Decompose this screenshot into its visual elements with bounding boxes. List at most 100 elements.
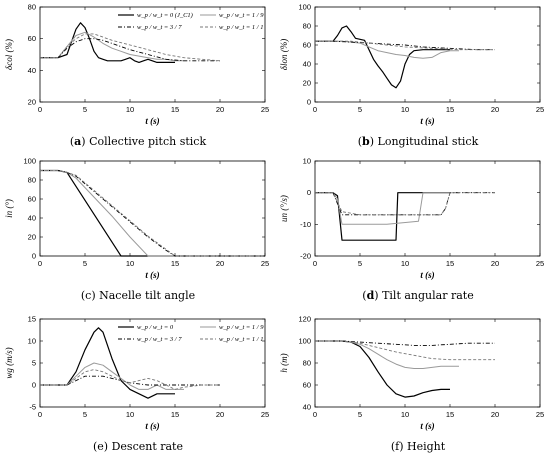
series-line-solid [40, 169, 265, 257]
x-tick-label: 25 [261, 259, 269, 268]
x-tick-label: 5 [83, 105, 87, 114]
x-tick-label: 10 [401, 410, 409, 419]
y-axis-label: wg (m/s) [4, 347, 14, 378]
legend-label: w_p / w_t = 3 / 7 [137, 336, 182, 343]
series-line-dashed [40, 33, 221, 62]
series-line-dashed [315, 40, 495, 51]
x-tick-label: 20 [491, 259, 499, 268]
y-tick-label: -10 [300, 220, 311, 229]
legend-label: w_p / w_t = 0 [137, 324, 174, 331]
y-tick-label: 100 [298, 337, 311, 346]
x-tick-label: 15 [171, 259, 179, 268]
x-tick-label: 0 [313, 410, 317, 419]
x-tick-label: 10 [401, 259, 409, 268]
y-tick-label: 60 [303, 381, 311, 390]
x-tick-label: 0 [38, 410, 42, 419]
legend: w_p / w_t = 0 w_p / w_t = 1 / 9 w_p / w_t … [118, 324, 264, 343]
chart-panel-6: 0 5 10 15 20 25 40 60 80 100 120 t (s) (f) Height [298, 315, 544, 454]
chart-panel-4: 0 5 10 15 20 25 -20 -10 0 10 t (s) (d) Tilt angular… [300, 157, 544, 303]
x-tick-label: 20 [216, 410, 224, 419]
legend: w_p / w_t = 0 (J_C1) w_p / w_t = 1 / 9 w_p… [118, 12, 264, 31]
x-tick-label: 15 [446, 259, 454, 268]
chart-panel-1: 0 5 10 15 20 25 20 40 60 80 t (s) w_p / w_t = 0 (J_… [28, 3, 270, 149]
series-line-dashdot [315, 340, 495, 346]
series-line-dashdot [40, 170, 265, 257]
x-tick-label: 15 [171, 105, 179, 114]
series-line-solid [315, 192, 450, 241]
series-line-dashdot [40, 38, 220, 62]
legend-label: w_p / w_t = 1 / 1 [219, 24, 263, 31]
x-tick-label: 0 [313, 105, 317, 114]
y-tick-label: -5 [29, 403, 36, 412]
series-line-gray [315, 340, 459, 369]
y-tick-label: 80 [303, 359, 311, 368]
series-line-gray [40, 31, 184, 62]
panel-caption: (d) Tilt angular rate [362, 289, 473, 302]
plot-frame [314, 160, 541, 257]
series-line-gray [315, 192, 459, 225]
series-line-solid [315, 340, 450, 398]
x-tick-label: 5 [358, 410, 362, 419]
x-tick-label: 25 [536, 259, 544, 268]
y-axis-label-text: un (°/s) [279, 195, 289, 222]
x-tick-label: 15 [446, 410, 454, 419]
legend-label: w_p / w_t = 1 / 1 [219, 336, 263, 343]
legend-label: w_p / w_t = 0 (J_C1) [137, 12, 193, 19]
x-tick-label: 25 [261, 105, 269, 114]
plot-frame [39, 160, 266, 257]
y-tick-label: 20 [28, 233, 36, 242]
panel-caption: (e) Descent rate [93, 440, 183, 453]
series-line-dashed [40, 369, 220, 390]
series-line-dashdot [315, 40, 495, 51]
series-line-solid [40, 22, 175, 64]
x-tick-label: 10 [401, 105, 409, 114]
x-tick-label: 10 [126, 105, 134, 114]
chart-panel-3: 0 5 10 15 20 25 0 20 40 60 80 100 t (s) (c) Nacelle t… [23, 157, 269, 303]
y-axis-label-text: wg (m/s) [4, 347, 14, 378]
x-tick-label: 10 [126, 259, 134, 268]
panel-caption: (c) Nacelle tilt angle [81, 289, 195, 302]
chart-panel-2: 0 5 10 15 20 25 0 20 40 60 80 100 t (s) (b) Longitudi… [298, 3, 544, 149]
y-tick-label: 0 [32, 252, 36, 261]
y-tick-label: -20 [300, 252, 311, 261]
panel-caption: (f) Height [391, 440, 446, 453]
y-axis-label-text: δlon (%) [279, 39, 289, 70]
y-tick-label: 5 [32, 359, 36, 368]
x-tick-label: 0 [313, 259, 317, 268]
y-tick-label: 20 [303, 79, 311, 88]
plot-frame [314, 318, 541, 408]
series-line-dashdot [40, 375, 220, 386]
y-tick-label: 40 [303, 403, 311, 412]
x-tick-label: 25 [261, 410, 269, 419]
legend-label: w_p / w_t = 3 / 7 [137, 24, 182, 31]
y-tick-label: 60 [28, 195, 36, 204]
plot-frame [39, 6, 266, 103]
series-line-dashed [315, 192, 495, 216]
y-axis-label: δlon (%) [279, 39, 289, 70]
panel-caption: (b) Longitudinal stick [358, 135, 479, 148]
series-line-dashed [315, 340, 495, 361]
y-tick-label: 80 [303, 22, 311, 31]
y-tick-label: 0 [307, 98, 311, 107]
y-axis-label-text: h (m) [279, 353, 289, 372]
y-tick-label: 40 [28, 66, 36, 75]
y-tick-label: 40 [303, 60, 311, 69]
y-tick-label: 100 [298, 3, 311, 12]
legend-label: w_p / w_t = 1 / 9 [219, 12, 264, 19]
x-tick-label: 5 [83, 410, 87, 419]
y-axis-label-text: in (°) [4, 199, 14, 218]
series-line-dashed [40, 170, 265, 257]
series-line-dashdot [315, 192, 495, 216]
x-axis-label: t (s) [145, 421, 159, 431]
x-tick-label: 20 [216, 259, 224, 268]
y-axis-label-text: δcol (%) [4, 39, 14, 70]
series-line-solid [40, 327, 175, 399]
x-tick-label: 20 [491, 410, 499, 419]
y-tick-label: 10 [303, 157, 311, 166]
y-tick-label: 0 [307, 188, 311, 197]
legend-label: w_p / w_t = 1 / 9 [219, 324, 264, 331]
series-line-gray [40, 362, 184, 390]
y-axis-label: δcol (%) [4, 39, 14, 70]
